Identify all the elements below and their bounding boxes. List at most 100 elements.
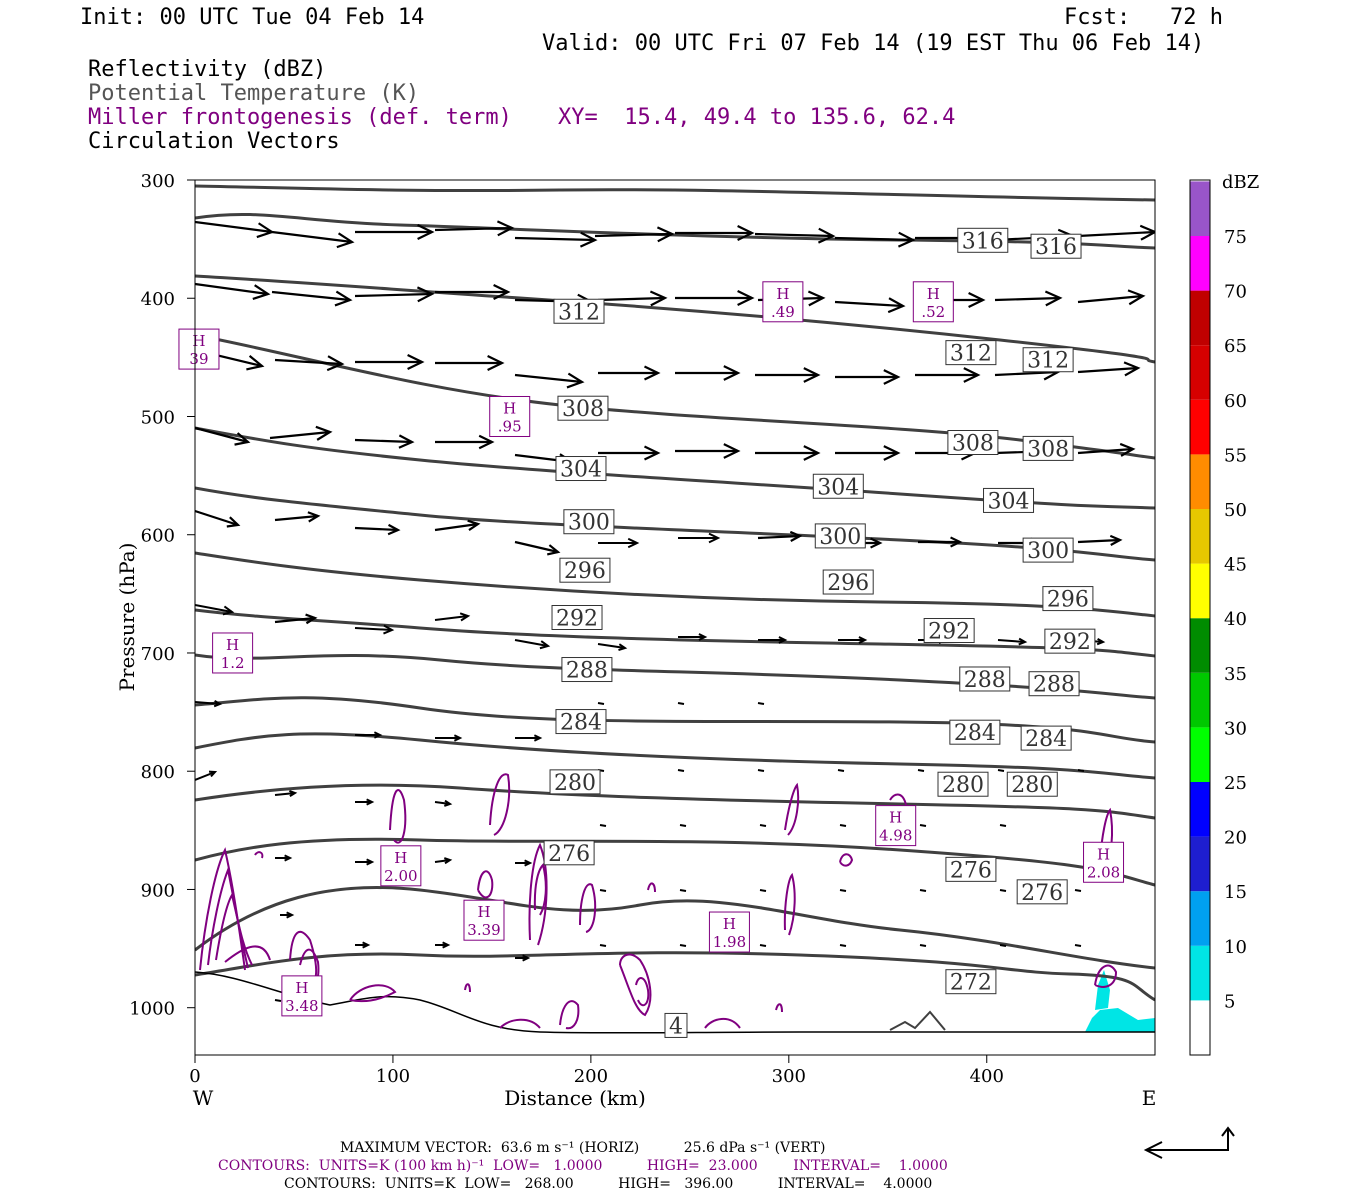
fronto-max-marker: H [394, 849, 407, 867]
colorbar: 5 10 15 20 25 30 35 40 45 50 55 60 65 70 75 dBZ [1189, 172, 1259, 1056]
circulation-vector-head [336, 232, 355, 249]
fronto-max-box [281, 975, 323, 1017]
colorbar-level-label: 55 [1224, 445, 1247, 466]
circulation-vector-head [373, 731, 383, 739]
y-tick-label: 1000 [129, 999, 175, 1020]
circulation-vector-head [307, 511, 321, 523]
colorbar-level-label: 20 [1224, 828, 1247, 849]
fronto-max-value: .95 [498, 417, 522, 435]
theta-label: 308 [1027, 437, 1069, 462]
circulation-vector [599, 944, 607, 947]
theta-label: 280 [1011, 773, 1053, 798]
theta-label-box [1030, 233, 1082, 259]
circulation-vector-head [459, 612, 471, 622]
theta-label-box [812, 473, 864, 499]
terrain-line [195, 971, 1155, 1034]
theta-label-box [1028, 671, 1080, 697]
theta-isentrope [195, 951, 1155, 1002]
circulation-vector [677, 769, 685, 772]
frontogenesis-contour [349, 984, 397, 1003]
circulation-vector [195, 771, 216, 781]
fronto-max-value: 2.08 [1087, 863, 1120, 881]
circulation-vector [999, 889, 1007, 892]
fronto-max-box [212, 632, 254, 674]
circulation-vector-head [366, 858, 375, 866]
colorbar-level-label: 65 [1224, 336, 1247, 357]
circulation-vector [1077, 769, 1085, 772]
circulation-vector [1074, 889, 1082, 892]
theta-label: 300 [1027, 539, 1069, 564]
circulation-vector [919, 824, 927, 827]
frontogenesis-contour [533, 863, 547, 916]
field-circulation-vectors: Circulation Vectors [88, 129, 340, 154]
circulation-vector-head [968, 292, 986, 308]
colorbar-segment [1190, 727, 1210, 782]
circulation-vector-head [443, 857, 453, 865]
circulation-vector [354, 526, 399, 532]
circulation-vector [1077, 366, 1139, 374]
theta-label: 284 [1025, 727, 1067, 752]
circulation-vector-head [566, 372, 585, 389]
colorbar-level-label: 35 [1224, 664, 1247, 685]
theta-isentrope [195, 274, 1155, 364]
circulation-vector [434, 226, 513, 232]
colorbar-segment [1190, 1000, 1210, 1055]
circulation-vector [999, 944, 1007, 947]
circulation-vector-head [963, 367, 981, 383]
theta-label: 308 [952, 432, 994, 457]
circulation-vector-head [723, 443, 741, 459]
circulation-vector-head [284, 854, 293, 862]
frontogenesis-contour [619, 953, 652, 1017]
theta-label-box [957, 227, 1009, 253]
y-tick-label: 500 [141, 407, 175, 428]
frontogenesis-contour [254, 851, 264, 859]
circulation-vector-head [496, 220, 515, 237]
circulation-vector-head [883, 445, 901, 461]
circulation-vector-head [286, 911, 295, 919]
terrain-layer [195, 971, 1155, 1034]
reflectivity-layer [1085, 970, 1155, 1032]
colorbar-segment [1190, 891, 1210, 946]
circulation-vector [514, 639, 549, 647]
circulation-vector [754, 232, 834, 238]
circulation-vector-head [887, 297, 906, 314]
circulation-vector [269, 430, 331, 440]
circulation-vectors [195, 220, 1155, 1002]
circulation-vector [994, 296, 1061, 302]
circulation-vector-head [334, 290, 353, 307]
circulation-vector [1074, 944, 1082, 947]
fronto-max-value: 1.2 [221, 654, 245, 672]
colorbar-segment [1190, 399, 1210, 455]
plot-frame [194, 179, 1156, 1056]
colorbar-level-label: 50 [1224, 500, 1247, 521]
theta-label: 280 [942, 773, 984, 798]
circulation-vector [354, 292, 433, 298]
circulation-vector-head [649, 290, 668, 307]
frontogenesis-contour [635, 977, 650, 1007]
circulation-vector-head [208, 770, 218, 778]
circulation-vector [997, 769, 1005, 772]
circulation-vector-head [858, 636, 868, 644]
colorbar-level-label: 15 [1224, 882, 1247, 903]
theta-label: 276 [548, 842, 590, 867]
frontogenesis-contour [464, 983, 471, 993]
circulation-vector-head [789, 530, 803, 542]
frontogenesis-contour [389, 789, 407, 844]
fronto-max-marker: H [776, 285, 789, 303]
theta-label: 284 [954, 721, 996, 746]
theta-label: 292 [928, 620, 970, 645]
contour-labels: 316 316 312 312 312 308 308 308 304 304 304 300 300 3… [178, 227, 1125, 1039]
circulation-vector-head [383, 624, 395, 635]
circulation-vector [195, 220, 273, 234]
theta-label-box [1044, 628, 1096, 654]
theta-label-box [1042, 586, 1094, 612]
frontogenesis-contour [889, 793, 907, 806]
colorbar-level-label: 30 [1224, 718, 1247, 739]
fronto-contour-note: CONTOURS: UNITS=K (100 km h)⁻¹ LOW= 1.00… [218, 1158, 948, 1174]
field-potential-temperature: Potential Temperature (K) [88, 81, 420, 106]
circulation-vector-head [1123, 361, 1141, 377]
colorbar-segment [1190, 618, 1210, 673]
theta-label-box [945, 969, 997, 995]
colorbar-level-label: 25 [1224, 773, 1247, 794]
